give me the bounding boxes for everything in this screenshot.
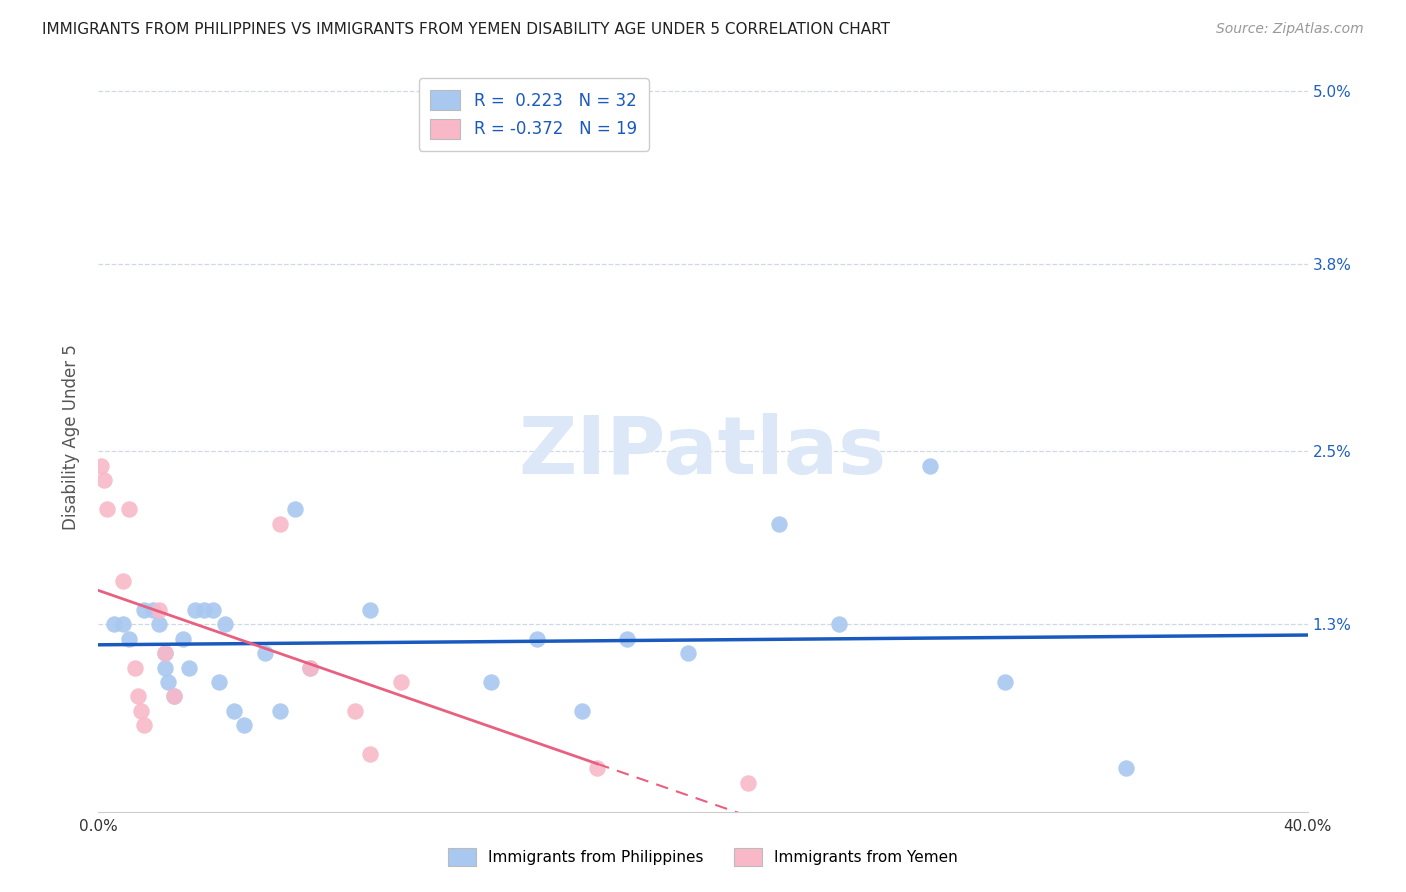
Point	[124, 660, 146, 674]
Y-axis label: Disability Age Under 5: Disability Age Under 5	[62, 344, 80, 530]
Point	[148, 617, 170, 632]
Point	[526, 632, 548, 646]
Point	[153, 646, 176, 660]
Point	[737, 776, 759, 790]
Text: IMMIGRANTS FROM PHILIPPINES VS IMMIGRANTS FROM YEMEN DISABILITY AGE UNDER 5 CORR: IMMIGRANTS FROM PHILIPPINES VS IMMIGRANT…	[42, 22, 890, 37]
Point	[163, 690, 186, 704]
Point	[179, 660, 201, 674]
Point	[616, 632, 638, 646]
Text: ZIPatlas: ZIPatlas	[519, 413, 887, 491]
Legend: R =  0.223   N = 32, R = -0.372   N = 19: R = 0.223 N = 32, R = -0.372 N = 19	[419, 78, 648, 151]
Point	[284, 502, 307, 516]
Point	[1115, 762, 1137, 776]
Point	[163, 690, 186, 704]
Point	[269, 516, 291, 531]
Point	[299, 660, 322, 674]
Point	[481, 675, 503, 690]
Point	[994, 675, 1017, 690]
Point	[202, 603, 225, 617]
Point	[127, 690, 149, 704]
Point	[768, 516, 790, 531]
Point	[132, 603, 155, 617]
Point	[153, 660, 176, 674]
Point	[111, 617, 134, 632]
Point	[224, 704, 246, 718]
Text: Source: ZipAtlas.com: Source: ZipAtlas.com	[1216, 22, 1364, 37]
Point	[193, 603, 215, 617]
Point	[571, 704, 593, 718]
Point	[232, 718, 254, 732]
Legend: Immigrants from Philippines, Immigrants from Yemen: Immigrants from Philippines, Immigrants …	[439, 838, 967, 875]
Point	[676, 646, 699, 660]
Point	[156, 675, 179, 690]
Point	[360, 603, 382, 617]
Point	[208, 675, 231, 690]
Point	[253, 646, 276, 660]
Point	[828, 617, 851, 632]
Point	[118, 502, 141, 516]
Point	[214, 617, 236, 632]
Point	[129, 704, 152, 718]
Point	[344, 704, 367, 718]
Point	[103, 617, 125, 632]
Point	[360, 747, 382, 761]
Point	[586, 762, 609, 776]
Point	[93, 473, 115, 487]
Point	[90, 458, 112, 473]
Point	[184, 603, 207, 617]
Point	[132, 718, 155, 732]
Point	[148, 603, 170, 617]
Point	[299, 660, 322, 674]
Point	[142, 603, 165, 617]
Point	[389, 675, 412, 690]
Point	[153, 646, 176, 660]
Point	[111, 574, 134, 589]
Point	[269, 704, 291, 718]
Point	[172, 632, 194, 646]
Point	[918, 458, 941, 473]
Point	[96, 502, 118, 516]
Point	[118, 632, 141, 646]
